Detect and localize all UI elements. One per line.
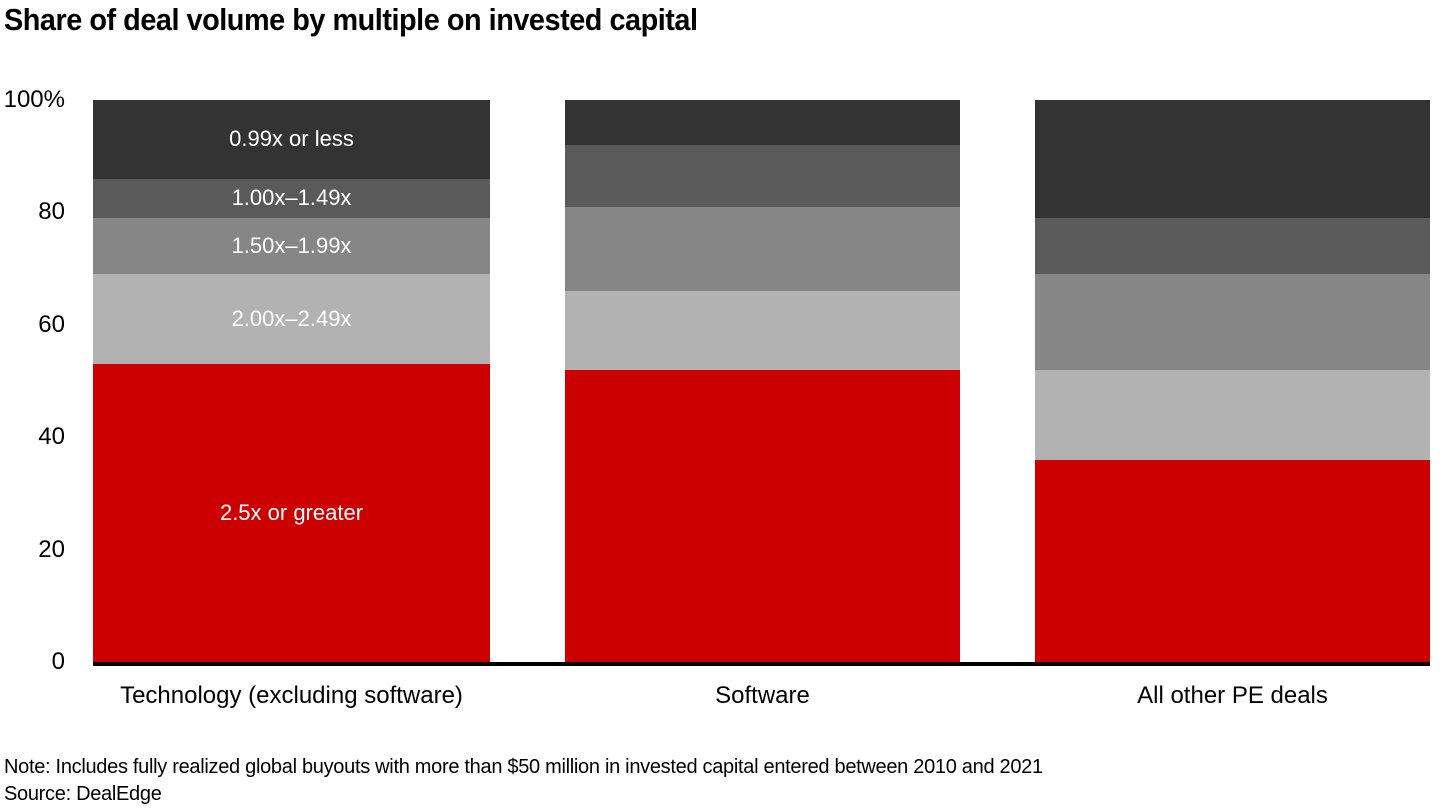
category-label-technology: Technology (excluding software)	[120, 682, 463, 709]
bar-segment-0-4: 2.5x or greater	[93, 364, 490, 662]
bar-segment-0-1: 1.00x–1.49x	[93, 178, 490, 218]
plot-area: 100% 80 60 40 20 0 0.99x or less 1.00x–1.…	[0, 86, 1440, 675]
bar-segment-2-1	[1035, 218, 1430, 275]
bar-segment-2-0	[1035, 100, 1430, 219]
y-axis-tick-100: 100%	[3, 86, 65, 113]
bar-segment-0-0: 0.99x or less	[93, 100, 490, 179]
bar-software	[565, 100, 960, 662]
y-axis-tick-60: 60	[38, 311, 65, 338]
bar-segment-1-1	[565, 144, 960, 207]
segment-series-label: 1.00x–1.49x	[231, 185, 352, 211]
x-axis-line	[93, 662, 1430, 666]
bar-segment-1-3	[565, 291, 960, 370]
bar-segment-1-0	[565, 100, 960, 145]
segment-series-label: 0.99x or less	[229, 126, 354, 152]
bar-technology-excluding-software: 0.99x or less 1.00x–1.49x 1.50x–1.99x 2.00x…	[93, 100, 490, 662]
category-label-all-other-pe-deals: All other PE deals	[1137, 682, 1328, 709]
y-axis-tick-0: 0	[51, 648, 65, 675]
y-axis-tick-40: 40	[38, 423, 65, 450]
bar-segment-1-4	[565, 369, 960, 662]
source-text: Source: DealEdge	[4, 783, 162, 805]
y-axis-tick-20: 20	[38, 536, 65, 563]
note-text: Note: Includes fully realized global buy…	[4, 756, 1043, 778]
segment-series-label: 2.5x or greater	[219, 500, 364, 526]
bar-segment-2-4	[1035, 459, 1430, 662]
bar-segment-0-2: 1.50x–1.99x	[93, 218, 490, 275]
segment-series-label: 1.50x–1.99x	[231, 233, 352, 259]
bar-segment-2-2	[1035, 274, 1430, 370]
chart-title: Share of deal volume by multiple on inve…	[4, 2, 698, 37]
bar-segment-2-3	[1035, 369, 1430, 460]
y-axis-tick-80: 80	[38, 198, 65, 225]
bar-segment-1-2	[565, 206, 960, 292]
segment-series-label: 2.00x–2.49x	[231, 306, 352, 332]
bar-all-other-pe-deals	[1035, 100, 1430, 662]
bar-segment-0-3: 2.00x–2.49x	[93, 274, 490, 365]
category-label-software: Software	[715, 682, 810, 709]
